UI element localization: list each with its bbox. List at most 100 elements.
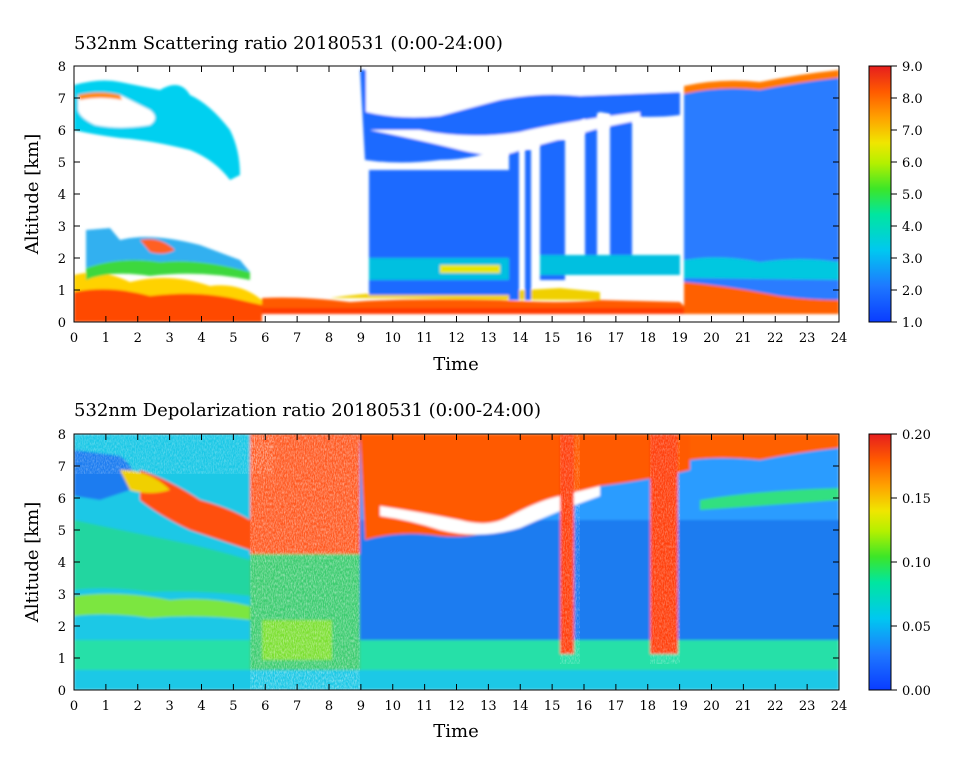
- column: [540, 255, 680, 275]
- x-tick-label: 11: [416, 699, 433, 714]
- colorbar-tick-labels: 0.00 0.05 0.10 0.15 0.20: [891, 428, 931, 699]
- late-day-cloud: [684, 74, 839, 308]
- x-tick-label: 3: [165, 331, 173, 346]
- late-day-top: [684, 70, 839, 94]
- x-tick-label: 7: [293, 331, 301, 346]
- y-tick-label: 2: [58, 620, 66, 635]
- x-tick-label: 15: [544, 699, 561, 714]
- y-tick-label: 1: [58, 652, 66, 667]
- x-tick-label: 22: [767, 699, 784, 714]
- x-tick-label: 10: [384, 699, 401, 714]
- x-tick-label: 5: [229, 699, 237, 714]
- x-tick-label: 23: [799, 699, 816, 714]
- cloud-top-yellow: [120, 470, 170, 493]
- x-tick-label: 13: [480, 699, 497, 714]
- colorbar: 1.0 2.0 3.0 4.0 5.0 6.0 7.0 8.0 9.0: [868, 60, 923, 331]
- x-tick-label: 2: [134, 331, 142, 346]
- x-tick-label: 20: [703, 699, 720, 714]
- colorbar-tick-label: 7.0: [902, 124, 923, 139]
- aerosol-layer-green: [86, 260, 250, 280]
- aerosol-layer-red-patch: [140, 239, 175, 254]
- x-tick-label: 14: [512, 699, 529, 714]
- x-tick-label: 8: [325, 699, 333, 714]
- x-axis: 0 1 2 3 4 5 6 7 8 9 10 11 12 13 14 15 16 17 18 19 20 21 22 23 24…: [70, 434, 847, 742]
- late-day-surface: [684, 282, 839, 314]
- x-tick-label: 6: [261, 699, 269, 714]
- x-tick-label: 17: [608, 331, 625, 346]
- y-tick-labels: 0 1 2 3 4 5 6 7 8: [58, 60, 839, 331]
- x-tick-label: 6: [261, 331, 269, 346]
- colorbar-tick-label: 3.0: [902, 252, 923, 267]
- x-tick-label: 18: [639, 331, 656, 346]
- y-tick-label: 4: [58, 188, 66, 203]
- upper-cloud-white: [366, 70, 680, 118]
- plot-area: [73, 433, 840, 691]
- late-green: [700, 488, 839, 510]
- y-tick-label: 2: [58, 252, 66, 267]
- x-tick-label: 23: [799, 331, 816, 346]
- x-tick-label: 1: [102, 331, 110, 346]
- x-tick-label: 9: [357, 699, 365, 714]
- y-axis: Altitude [km] 0 1 2 3 4 5 6 7 8: [22, 60, 839, 331]
- x-tick-label: 2: [134, 699, 142, 714]
- x-tick-label: 20: [703, 331, 720, 346]
- late-right: [690, 434, 839, 460]
- upper-cloud-core: [370, 112, 640, 155]
- colorbar-tick-label: 0.00: [902, 684, 931, 699]
- noise-speckle: [74, 434, 680, 690]
- x-tick-label: 19: [671, 331, 688, 346]
- colorbar-tick-label: 0.05: [902, 620, 931, 635]
- surface-band: [262, 308, 692, 314]
- x-tick-label: 21: [735, 331, 752, 346]
- y-tick-label: 6: [58, 124, 66, 139]
- y-tick-label: 1: [58, 284, 66, 299]
- colorbar-tick-label: 4.0: [902, 220, 923, 235]
- ice-cloud-white: [380, 486, 600, 535]
- y-axis: Altitude [km] 0 1 2 3 4 5 6 7 8: [22, 428, 839, 699]
- column: [585, 110, 597, 270]
- x-tick-label: 12: [448, 699, 465, 714]
- yellow-band: [440, 265, 500, 273]
- y-tick-label: 5: [58, 524, 66, 539]
- x-tick-label: 12: [448, 331, 465, 346]
- y-tick-label: 3: [58, 588, 66, 603]
- scattering-panel: 532nm Scattering ratio 20180531 (0:00-24…: [22, 33, 923, 375]
- panel-title: 532nm Depolarization ratio 20180531 (0:0…: [74, 400, 541, 421]
- late-day-cyan: [684, 257, 839, 280]
- x-tick-label: 16: [576, 331, 593, 346]
- aerosol-layer-red: [74, 289, 262, 322]
- y-tick-label: 0: [58, 316, 66, 331]
- y-axis-label: Altitude [km]: [22, 134, 43, 256]
- y-tick-label: 4: [58, 556, 66, 571]
- morning-cloud-white: [78, 92, 155, 128]
- x-tick-label: 4: [197, 331, 205, 346]
- colorbar-gradient: [868, 65, 892, 323]
- x-tick-label: 22: [767, 331, 784, 346]
- x-tick-label: 19: [671, 699, 688, 714]
- dust-layer: [74, 593, 250, 620]
- x-tick-label: 7: [293, 699, 301, 714]
- cyan-band: [369, 258, 509, 280]
- x-tick-label: 16: [576, 699, 593, 714]
- y-tick-label: 8: [58, 428, 66, 443]
- x-axis-label: Time: [433, 721, 478, 742]
- x-tick-label: 14: [512, 331, 529, 346]
- x-tick-labels: 0 1 2 3 4 5 6 7 8 9 10 11 12 13 14 15 16 17 18 19 20 21 22 23 24: [70, 434, 847, 714]
- x-axis-label: Time: [433, 354, 478, 375]
- plot-area: [73, 65, 840, 323]
- x-tick-label: 10: [384, 331, 401, 346]
- ice-cloud: [360, 434, 690, 540]
- y-tick-label: 3: [58, 220, 66, 235]
- colorbar: 0.00 0.05 0.10 0.15 0.20: [868, 428, 931, 699]
- colorbar-tick-label: 9.0: [902, 60, 923, 75]
- right-field: [360, 520, 839, 640]
- x-tick-label: 8: [325, 331, 333, 346]
- x-tick-label: 24: [831, 699, 848, 714]
- depolarization-panel: 532nm Depolarization ratio 20180531 (0:0…: [22, 400, 931, 742]
- panel-title: 532nm Scattering ratio 20180531 (0:00-24…: [74, 33, 503, 54]
- x-tick-label: 24: [831, 331, 848, 346]
- x-tick-label: 18: [639, 699, 656, 714]
- y-axis-label: Altitude [km]: [22, 502, 43, 624]
- x-axis: 0 1 2 3 4 5 6 7 8 9 10 11 12 13 14 15 16 17 18 19 20 21 22 23 24…: [70, 66, 847, 375]
